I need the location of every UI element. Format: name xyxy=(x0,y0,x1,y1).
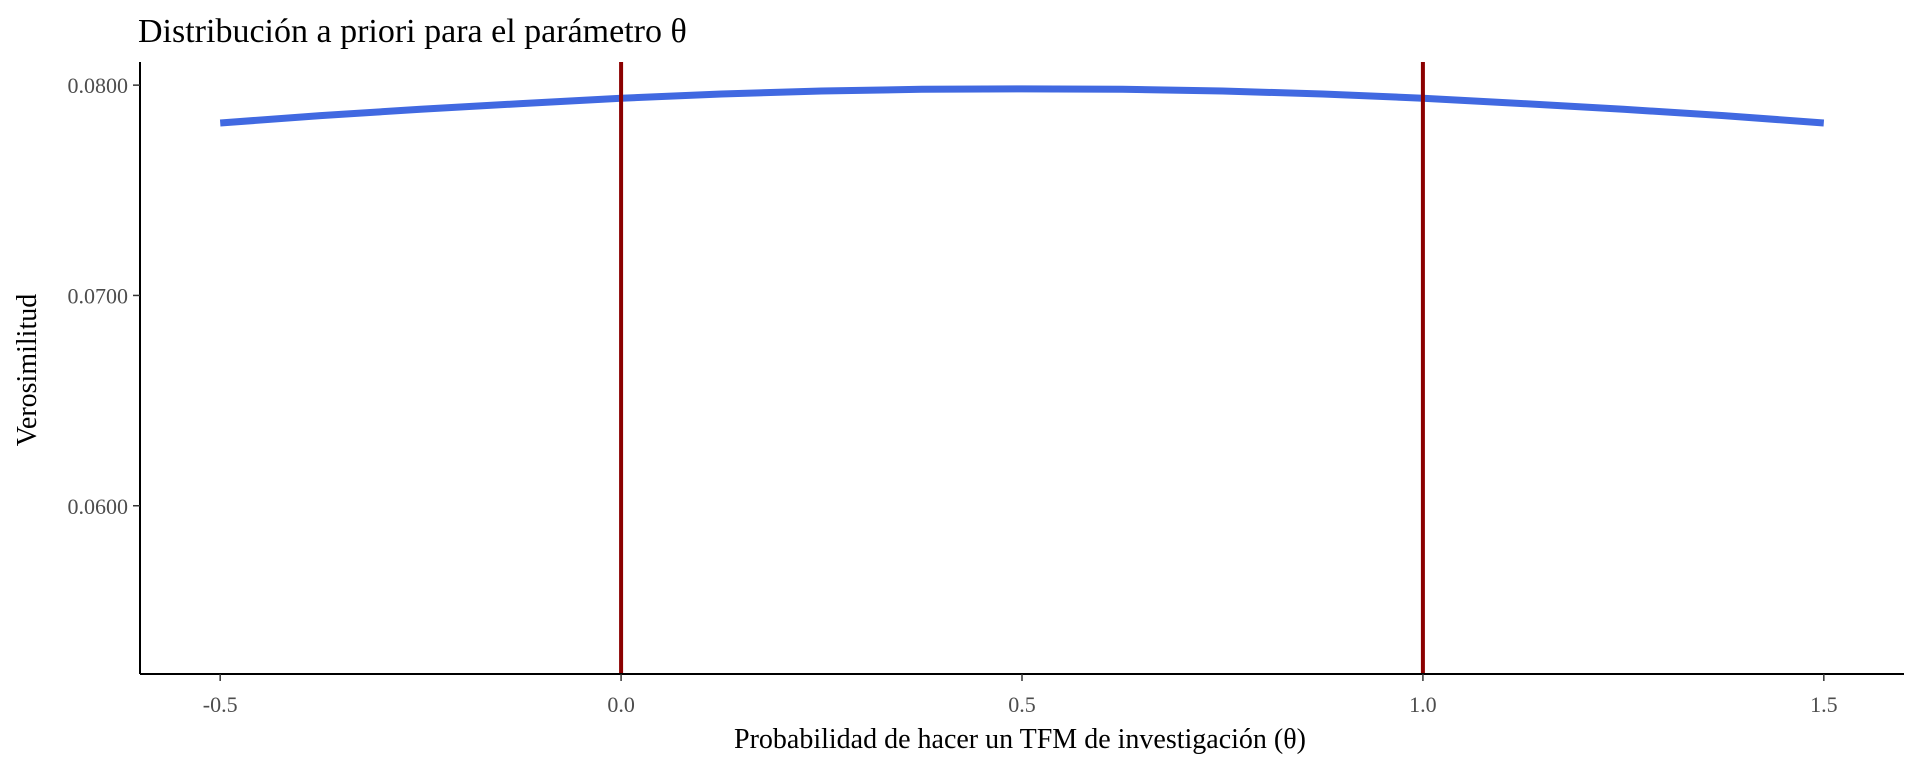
y-tick-label: 0.0600 xyxy=(68,494,129,519)
y-tick-label: 0.0700 xyxy=(68,283,129,308)
x-tick-label: 1.5 xyxy=(1810,692,1838,717)
x-tick-label: 1.0 xyxy=(1409,692,1437,717)
x-tick-label: 0.0 xyxy=(607,692,635,717)
y-tick-label: 0.0800 xyxy=(68,73,129,98)
x-axis-title: Probabilidad de hacer un TFM de investig… xyxy=(734,724,1306,755)
plot-area: -0.5 0.0 0.5 1.0 1.5 0.0600 0.0700 0.0800 xyxy=(68,62,1904,717)
x-tick-label: -0.5 xyxy=(203,692,238,717)
chart-title: Distribución a priori para el parámetro … xyxy=(138,13,687,50)
x-tick-label: 0.5 xyxy=(1008,692,1036,717)
y-axis-title: Verosimilitud xyxy=(12,294,43,446)
series-line-0 xyxy=(219,85,1825,127)
